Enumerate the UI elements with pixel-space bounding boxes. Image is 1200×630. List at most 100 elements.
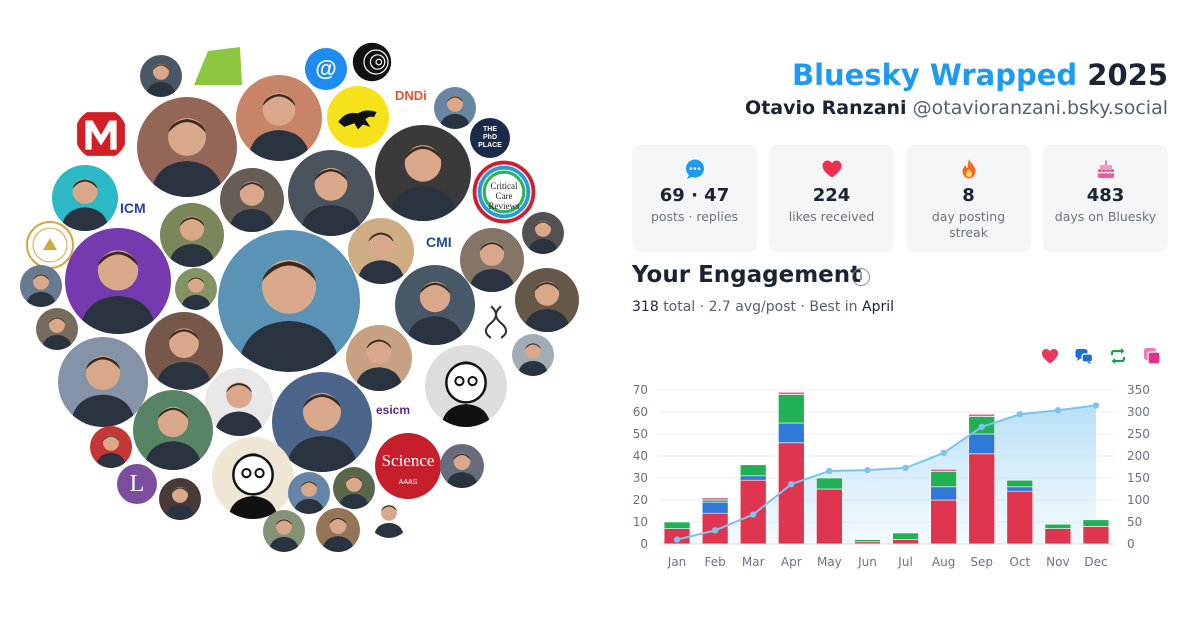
avatar-image: [515, 268, 579, 332]
avatar-image: [368, 496, 410, 538]
y-tick-label: 30: [633, 471, 648, 485]
avatar[interactable]: [346, 325, 412, 391]
avatar-image: [220, 168, 284, 232]
avatar[interactable]: [460, 228, 524, 292]
avatar[interactable]: [272, 372, 372, 472]
bar-reposts: [892, 532, 919, 540]
avatar[interactable]: [220, 168, 284, 232]
avatar[interactable]: [20, 265, 62, 307]
avatar[interactable]: [65, 228, 171, 334]
avatar[interactable]: [395, 265, 475, 345]
bar-reposts: [701, 499, 729, 503]
avatar[interactable]: [348, 218, 414, 284]
bar-quotes: [930, 468, 957, 472]
green-logo-icon: [194, 47, 242, 85]
avatar[interactable]: [522, 212, 564, 254]
avatar[interactable]: THE PhD PLACE: [470, 118, 510, 158]
y2-tick-label: 300: [1127, 405, 1150, 419]
avatar[interactable]: [36, 308, 78, 350]
y-tick-label: 20: [633, 493, 648, 507]
avatar[interactable]: [440, 444, 484, 488]
cumulative-point: [1092, 402, 1100, 409]
avatar[interactable]: [327, 86, 389, 148]
engagement-total: 318: [632, 299, 659, 315]
flame-icon: [962, 159, 975, 179]
bar-reposts: [1006, 479, 1034, 488]
avatar[interactable]: [160, 203, 224, 267]
user-handle[interactable]: @otavioranzani.bsky.social: [912, 97, 1168, 119]
avatar[interactable]: [288, 472, 330, 514]
x-tick-label: Nov: [1046, 555, 1069, 569]
avatar[interactable]: [175, 268, 217, 310]
avatar[interactable]: [25, 220, 75, 270]
avatar[interactable]: [212, 437, 294, 519]
avatar[interactable]: [515, 268, 579, 332]
avatar-image: [425, 345, 507, 427]
avatar-cloud: ICM DNDi CMI esicm @: [20, 42, 579, 552]
avatar-image: [52, 165, 118, 231]
avatar[interactable]: [375, 125, 471, 221]
avatar[interactable]: [137, 97, 237, 197]
bar-replies: [968, 433, 995, 455]
avatar[interactable]: [288, 150, 374, 236]
avatar[interactable]: Science AAAS: [375, 433, 441, 499]
avatar[interactable]: [368, 496, 410, 538]
y-tick-label: 10: [633, 515, 648, 529]
bar-quotes: [778, 391, 805, 395]
avatar[interactable]: [145, 312, 223, 390]
avatar[interactable]: L: [117, 464, 157, 504]
avatar[interactable]: [316, 508, 360, 552]
bar-likes: [892, 539, 919, 545]
engagement-best-month: April: [862, 299, 895, 315]
avatar-image: [272, 372, 372, 472]
y-tick-label: 50: [633, 427, 648, 441]
info-icon[interactable]: i: [852, 268, 870, 286]
avatar[interactable]: [263, 510, 305, 552]
bar-replies: [930, 486, 957, 501]
avatar[interactable]: [425, 345, 507, 427]
avatar-image: [263, 510, 305, 552]
avatar[interactable]: [75, 108, 127, 160]
stat-value: 8: [962, 185, 975, 206]
avatar-image: [512, 334, 554, 376]
bar-replies: [778, 422, 805, 444]
avatar[interactable]: [333, 467, 375, 509]
cloud-labels-phd_place-text: THE PhD PLACE: [478, 126, 502, 149]
stat-card-posts: 69 · 47 posts · replies: [632, 145, 757, 252]
avatar[interactable]: [205, 368, 273, 436]
avatar[interactable]: Critical Care Reviews: [472, 160, 536, 224]
avatar-image: [352, 42, 392, 82]
cloud-labels-at_logo-text: @: [315, 56, 337, 81]
esicm-logo-label: esicm: [376, 403, 411, 417]
avatar[interactable]: [475, 300, 517, 342]
avatar[interactable]: @: [305, 48, 347, 90]
avatar[interactable]: [90, 426, 132, 468]
legend-quotes-icon[interactable]: [1142, 346, 1162, 366]
avatar[interactable]: [236, 75, 322, 161]
user-identity: Otavio Ranzani @otavioranzani.bsky.socia…: [745, 97, 1168, 119]
cmi-logo-label: CMI: [426, 234, 452, 250]
cumulative-line: [676, 404, 1097, 541]
user-name[interactable]: Otavio Ranzani: [745, 97, 907, 119]
stat-card-likes: 224 likes received: [769, 145, 894, 252]
avatar-image: [333, 467, 375, 509]
avatar[interactable]: [159, 478, 201, 520]
avatar[interactable]: [52, 165, 118, 231]
legend-likes-heart-icon[interactable]: [1040, 346, 1060, 366]
avatar[interactable]: [140, 55, 182, 97]
y2-tick-label: 0: [1127, 537, 1135, 551]
legend-reposts-icon[interactable]: [1108, 346, 1128, 366]
avatar[interactable]: [218, 230, 360, 372]
stats-cards: 69 · 47 posts · replies 224 likes receiv…: [632, 145, 1168, 253]
avatar-image: [133, 390, 213, 470]
avatar[interactable]: [512, 334, 554, 376]
cumulative-point: [1016, 411, 1023, 418]
avatar[interactable]: [133, 390, 213, 470]
avatar-image: [75, 108, 127, 160]
avatar[interactable]: [434, 87, 476, 129]
avatar[interactable]: [352, 42, 392, 82]
legend-replies-icon[interactable]: [1074, 346, 1094, 366]
y-tick-label: 40: [633, 449, 648, 463]
avatar[interactable]: [58, 337, 148, 427]
avatar-image: [159, 478, 201, 520]
